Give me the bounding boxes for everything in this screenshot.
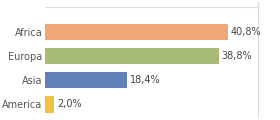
Bar xyxy=(45,24,228,40)
Bar xyxy=(45,72,127,88)
Bar xyxy=(45,96,54,113)
Text: 18,4%: 18,4% xyxy=(130,75,161,85)
Text: 40,8%: 40,8% xyxy=(230,27,261,37)
Text: 2,0%: 2,0% xyxy=(57,99,81,109)
Text: 38,8%: 38,8% xyxy=(221,51,252,61)
Bar xyxy=(45,48,219,64)
